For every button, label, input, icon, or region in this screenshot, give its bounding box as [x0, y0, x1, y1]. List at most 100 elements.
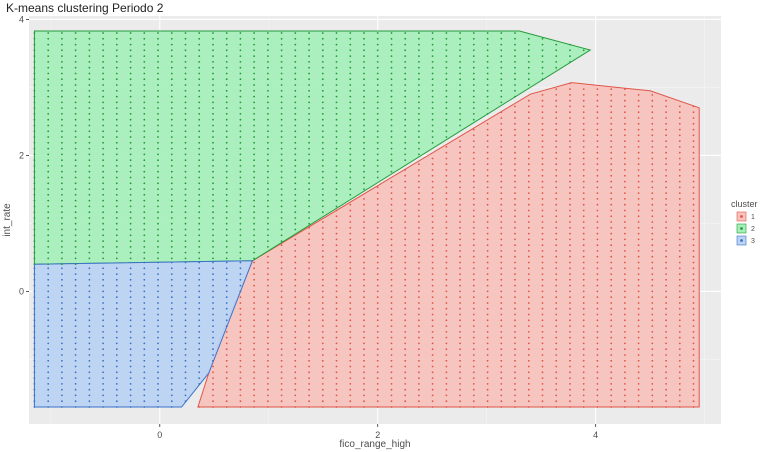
data-point [692, 290, 695, 293]
data-point [212, 113, 214, 115]
data-point [678, 273, 681, 275]
data-point [225, 273, 228, 275]
data-point [239, 371, 242, 374]
data-point [267, 193, 269, 196]
data-point [33, 267, 36, 270]
data-point [624, 406, 626, 408]
data-point [61, 211, 63, 214]
data-point [170, 228, 173, 231]
data-point [569, 128, 571, 131]
data-point [102, 66, 104, 69]
data-point [280, 278, 283, 281]
data-point [582, 232, 585, 235]
data-point [239, 49, 242, 52]
data-point [390, 101, 393, 104]
data-point [527, 215, 530, 218]
data-point [157, 165, 159, 167]
data-point [115, 251, 118, 254]
data-point [418, 37, 420, 40]
data-point [129, 182, 132, 185]
data-point [459, 388, 461, 391]
data-point [486, 250, 489, 252]
data-point [157, 130, 159, 133]
data-point [253, 257, 256, 260]
data-point [212, 278, 214, 281]
data-point [555, 88, 558, 90]
data-point [129, 251, 132, 254]
data-point [418, 169, 420, 171]
data-point [610, 336, 613, 339]
data-point [486, 174, 489, 177]
data-point [88, 84, 91, 86]
data-point [129, 176, 132, 179]
data-point [569, 94, 571, 96]
data-point [500, 354, 503, 356]
data-point [624, 273, 626, 275]
data-point [74, 313, 77, 316]
data-point [212, 240, 214, 243]
data-point [610, 140, 613, 143]
data-point [610, 331, 613, 333]
data-point [74, 193, 77, 196]
data-point [486, 221, 489, 223]
data-point [459, 107, 461, 109]
data-point [692, 203, 695, 206]
data-point [390, 209, 393, 212]
data-point [486, 89, 489, 92]
data-point [184, 359, 187, 362]
data-point [321, 170, 324, 173]
data-point [500, 406, 503, 408]
data-point [500, 232, 503, 235]
data-point [390, 284, 393, 287]
data-point [212, 342, 214, 345]
data-point [280, 101, 283, 104]
data-point [88, 284, 91, 287]
data-point [294, 43, 297, 46]
data-point [88, 246, 91, 248]
data-point [349, 296, 352, 299]
data-point [596, 174, 599, 177]
data-point [582, 88, 585, 90]
data-point [514, 238, 516, 241]
data-point [376, 296, 379, 299]
data-point [212, 89, 214, 92]
legend-key-point [740, 239, 743, 242]
data-point [678, 394, 681, 397]
data-point [582, 394, 585, 397]
data-point [102, 55, 104, 57]
data-point [376, 107, 379, 109]
data-point [253, 246, 256, 248]
data-point [445, 359, 448, 362]
data-point [363, 255, 365, 258]
data-point [390, 147, 393, 150]
data-point [33, 246, 36, 248]
data-point [349, 147, 352, 150]
data-point [129, 359, 132, 362]
data-point [678, 278, 681, 281]
data-point [514, 61, 516, 63]
data-point [102, 188, 104, 191]
data-point [651, 313, 654, 316]
data-point [610, 302, 613, 304]
data-point [678, 157, 681, 160]
data-point [692, 394, 695, 397]
data-point [569, 278, 571, 281]
data-point [541, 255, 544, 258]
data-point [308, 113, 310, 115]
data-point [445, 118, 448, 121]
data-point [404, 313, 407, 316]
data-point [651, 383, 654, 385]
data-point [308, 78, 310, 81]
data-point [225, 66, 228, 69]
data-point [363, 72, 365, 75]
data-point [157, 365, 159, 368]
data-point [404, 290, 407, 293]
data-point [212, 331, 214, 333]
data-point [308, 302, 310, 304]
data-point [637, 122, 640, 125]
data-point [527, 186, 530, 189]
data-point [129, 188, 132, 191]
data-point [239, 296, 242, 299]
data-point [170, 371, 173, 374]
data-point [184, 342, 187, 345]
